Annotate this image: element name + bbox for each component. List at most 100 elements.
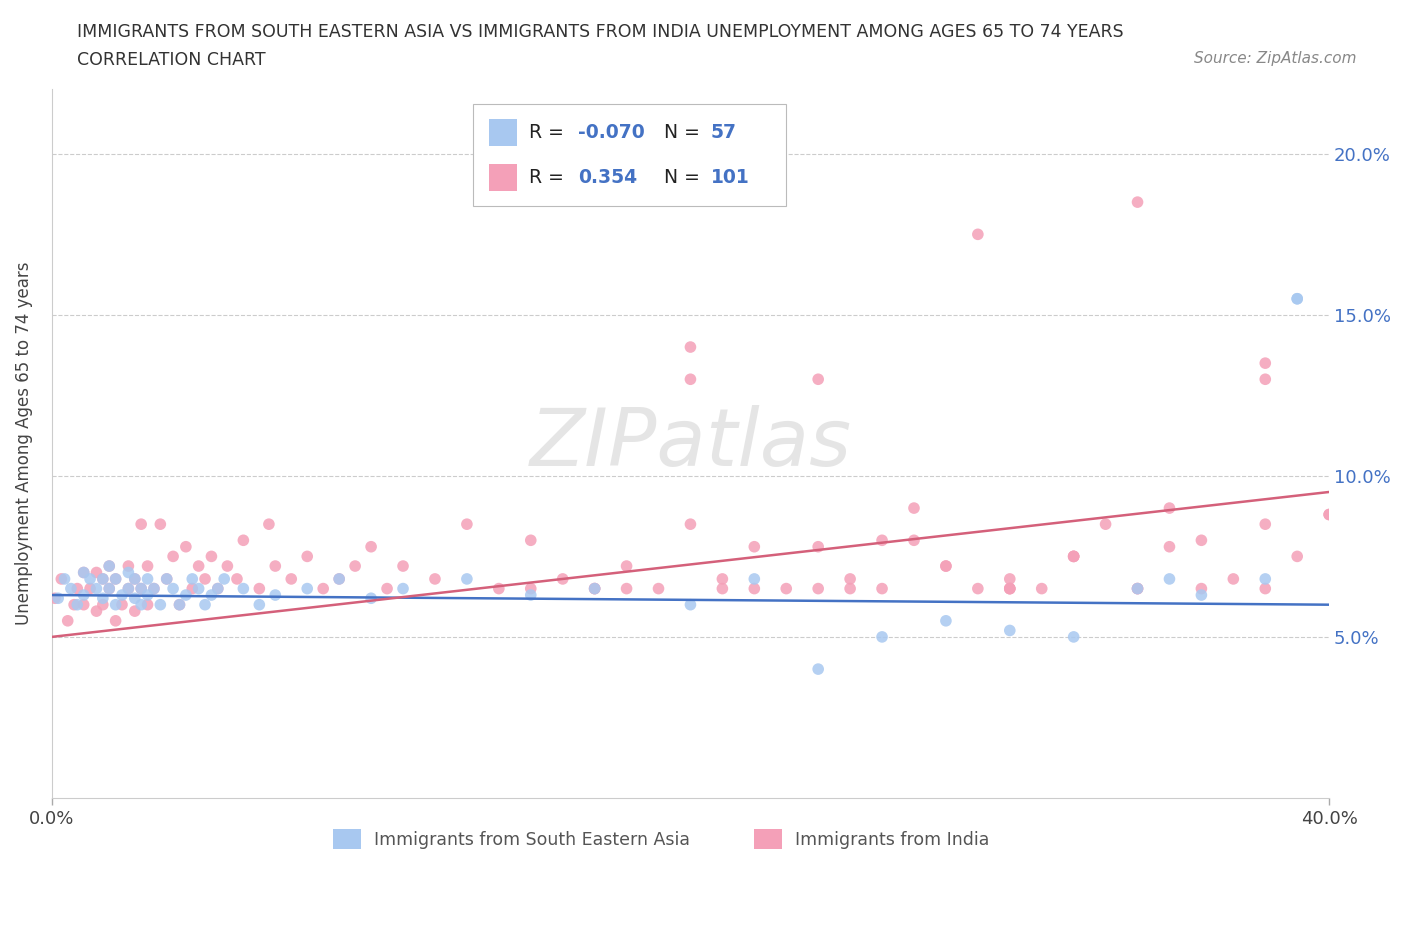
Point (194, 572, 217, 587)
Point (174, 539, 197, 554)
Point (679, 339, 702, 354)
Point (98, 581, 121, 596)
Point (998, 572, 1021, 587)
Point (91, 572, 114, 587)
Point (117, 565, 139, 580)
Point (1254, 355, 1277, 370)
Point (935, 614, 957, 629)
Point (162, 549, 184, 564)
Point (156, 572, 179, 587)
Point (616, 581, 638, 596)
Point (79, 581, 101, 596)
Point (807, 539, 830, 554)
Point (53, 572, 76, 587)
FancyBboxPatch shape (754, 830, 782, 849)
Point (328, 572, 350, 587)
Point (200, 549, 222, 564)
Point (66, 581, 89, 596)
Point (247, 597, 270, 612)
FancyBboxPatch shape (474, 103, 786, 206)
Point (1286, 291, 1309, 306)
Point (1063, 549, 1085, 564)
Text: 0.354: 0.354 (578, 167, 637, 187)
Text: Source: ZipAtlas.com: Source: ZipAtlas.com (1194, 51, 1357, 66)
Point (98, 559, 121, 574)
Point (423, 572, 446, 587)
Point (312, 581, 335, 596)
Point (1159, 572, 1181, 587)
Point (551, 572, 574, 587)
Point (344, 559, 367, 574)
Point (839, 581, 862, 596)
Y-axis label: Unemployment Among Ages 65 to 74 years: Unemployment Among Ages 65 to 74 years (15, 262, 32, 625)
Point (257, 517, 280, 532)
Point (1063, 630, 1085, 644)
Point (1126, 194, 1149, 209)
Point (870, 630, 893, 644)
Point (456, 517, 478, 532)
Point (647, 581, 669, 596)
Point (375, 581, 398, 596)
Point (129, 581, 152, 596)
Text: N =: N = (664, 167, 700, 187)
Point (1317, 507, 1340, 522)
Point (1254, 372, 1277, 387)
Point (297, 581, 319, 596)
Point (903, 500, 925, 515)
Point (136, 559, 159, 574)
Text: 101: 101 (711, 167, 749, 187)
Point (129, 581, 152, 596)
Point (742, 581, 765, 596)
Point (66, 597, 89, 612)
Point (187, 559, 209, 574)
Text: -0.070: -0.070 (578, 123, 645, 142)
Point (174, 588, 197, 603)
Point (328, 572, 350, 587)
Point (456, 572, 478, 587)
Point (247, 581, 270, 596)
Point (807, 372, 830, 387)
Point (297, 549, 319, 564)
Point (264, 559, 287, 574)
Point (136, 597, 159, 612)
Point (1189, 581, 1212, 596)
Point (142, 581, 165, 596)
Point (91, 572, 114, 587)
Point (488, 581, 510, 596)
Point (1126, 581, 1149, 596)
Point (679, 597, 702, 612)
Point (169, 597, 191, 612)
Point (583, 581, 606, 596)
Point (807, 661, 830, 676)
Point (1317, 507, 1340, 522)
Point (679, 372, 702, 387)
Point (124, 604, 146, 618)
Point (998, 581, 1021, 596)
Text: R =: R = (530, 123, 564, 142)
Point (104, 597, 127, 612)
Point (156, 572, 179, 587)
Point (79, 572, 101, 587)
Text: Immigrants from South Eastern Asia: Immigrants from South Eastern Asia (374, 831, 690, 849)
Point (583, 581, 606, 596)
Point (1286, 291, 1309, 306)
Point (63, 597, 86, 612)
Point (117, 559, 139, 574)
Point (360, 591, 382, 605)
Point (142, 581, 165, 596)
Text: N =: N = (664, 123, 700, 142)
FancyBboxPatch shape (489, 164, 517, 191)
Point (1254, 581, 1277, 596)
Point (998, 623, 1021, 638)
Point (59, 581, 82, 596)
Point (162, 581, 184, 596)
Point (966, 581, 988, 596)
Point (520, 588, 543, 603)
Point (903, 533, 925, 548)
Point (226, 572, 249, 587)
Point (149, 517, 172, 532)
Point (1063, 549, 1085, 564)
Point (775, 581, 797, 596)
Text: IMMIGRANTS FROM SOUTH EASTERN ASIA VS IMMIGRANTS FROM INDIA UNEMPLOYMENT AMONG A: IMMIGRANTS FROM SOUTH EASTERN ASIA VS IM… (77, 23, 1123, 41)
Point (998, 581, 1021, 596)
